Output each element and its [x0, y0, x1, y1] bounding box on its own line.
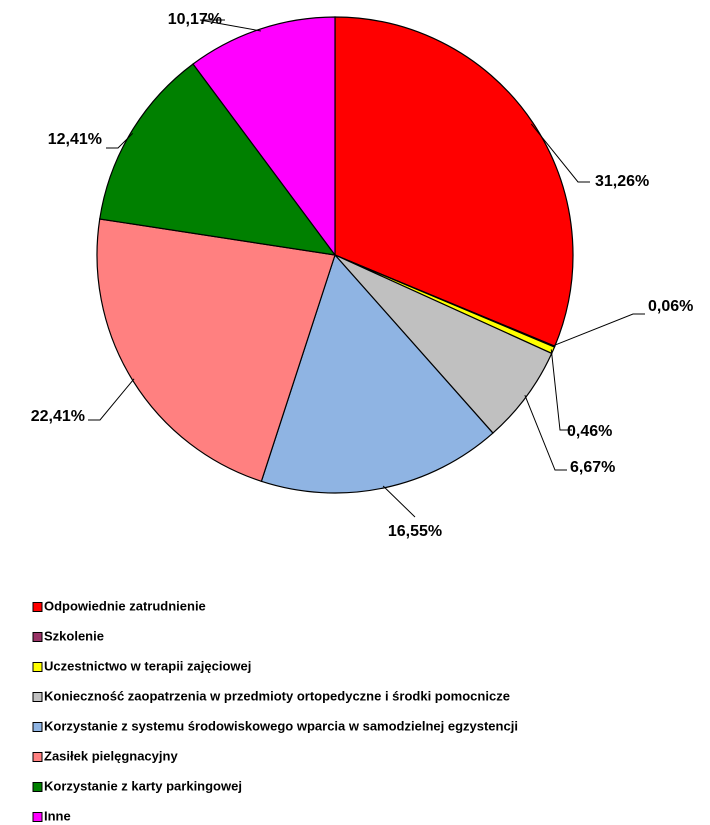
- leader-line: [530, 123, 590, 183]
- legend-swatch: [32, 722, 43, 732]
- legend-label: Szkolenie: [44, 628, 104, 643]
- legend-swatch: [32, 632, 43, 642]
- legend-swatch: [32, 692, 43, 702]
- data-label: 22,41%: [31, 408, 85, 425]
- data-label: 0,46%: [567, 423, 612, 440]
- data-label: 10,17%: [168, 11, 222, 28]
- legend-swatch: [32, 752, 43, 762]
- legend-label: Zasiłek pielęgnacyjny: [44, 748, 178, 763]
- legend-swatch: [32, 662, 43, 672]
- leader-line: [382, 485, 416, 518]
- pie-slice: [99, 63, 337, 256]
- leader-line: [524, 394, 567, 471]
- legend-label: Uczestnictwo w terapii zajęciowej: [44, 658, 251, 673]
- leader-line: [88, 378, 135, 421]
- pie-slice: [96, 218, 336, 483]
- leader-line: [552, 313, 645, 347]
- legend-label: Konieczność zaopatrzenia w przedmioty or…: [44, 688, 510, 703]
- leader-line: [550, 349, 572, 431]
- legend-label: Korzystanie z karty parkingowej: [44, 778, 242, 793]
- legend-swatch: [32, 812, 43, 822]
- data-label: 12,41%: [48, 131, 102, 148]
- legend-swatch: [32, 782, 43, 792]
- data-label: 6,67%: [570, 459, 615, 476]
- leader-line: [106, 132, 134, 149]
- leader-line: [199, 19, 261, 32]
- data-label: 16,55%: [388, 523, 442, 540]
- pie-slice: [260, 253, 494, 494]
- pie-slice: [334, 16, 574, 348]
- pie-slice: [192, 16, 336, 257]
- data-label: 31,26%: [595, 173, 649, 190]
- legend-label: Odpowiednie zatrudnienie: [44, 598, 206, 613]
- legend-swatch: [32, 602, 43, 612]
- legend-label: Inne: [44, 808, 71, 823]
- data-label: 0,06%: [648, 298, 693, 315]
- legend-label: Korzystanie z systemu środowiskowego wpa…: [44, 718, 518, 733]
